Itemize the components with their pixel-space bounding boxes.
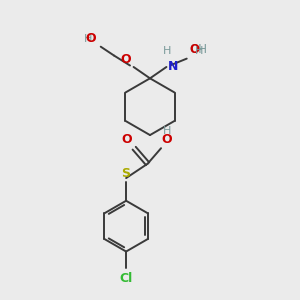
- Text: S: S: [121, 167, 130, 181]
- Text: Cl: Cl: [119, 272, 133, 285]
- Text: O: O: [121, 53, 131, 66]
- Text: O: O: [190, 43, 200, 56]
- Text: N: N: [168, 61, 178, 74]
- Text: H: H: [83, 34, 92, 44]
- Text: OH: OH: [190, 43, 208, 56]
- Text: O: O: [85, 32, 96, 46]
- Text: O: O: [121, 133, 132, 146]
- Text: H: H: [163, 46, 171, 56]
- Text: H: H: [163, 126, 171, 136]
- Text: H: H: [194, 46, 203, 56]
- Text: O: O: [162, 133, 172, 146]
